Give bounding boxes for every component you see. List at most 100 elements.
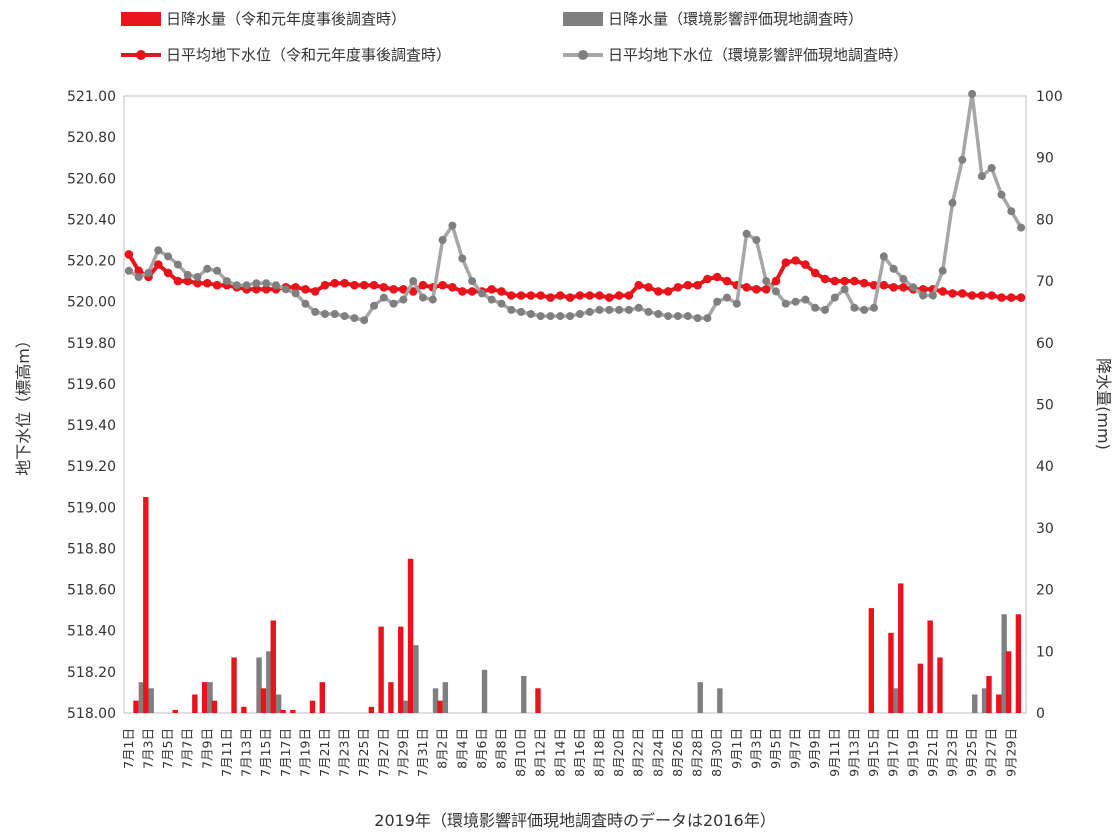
- groundwater-2019-point: [879, 280, 889, 290]
- rain-bar-2016: [697, 682, 703, 713]
- groundwater-2016-point: [399, 295, 408, 304]
- groundwater-2019-point: [458, 287, 467, 296]
- groundwater-2016-point: [673, 312, 682, 321]
- groundwater-2019-point: [399, 285, 408, 294]
- x-tick-label: 8月30日: [709, 728, 724, 777]
- groundwater-2019-point: [448, 283, 457, 292]
- right-y-tick-label: 100: [1036, 89, 1063, 105]
- x-tick-label: 7月13日: [239, 728, 254, 777]
- rain-bar-2019: [898, 583, 904, 713]
- legend-label-gw-2019: 日平均地下水位（令和元年度事後調査時）: [166, 46, 451, 64]
- x-axis: 7月1日 7月3日 7月5日 7月7日 7月9日 7月11日 7月13日 7月15日 7月17日…: [121, 728, 1018, 777]
- left-y-tick-label: 520.20: [67, 254, 116, 270]
- groundwater-2016-point: [634, 303, 643, 312]
- x-tick-label: 7月15日: [258, 728, 273, 777]
- rain-bar-2016: [717, 688, 723, 713]
- rain-bar-2019: [398, 626, 404, 713]
- groundwater-2016-point: [487, 295, 496, 304]
- groundwater-2019-point: [997, 293, 1006, 302]
- rain-bar-2019: [378, 626, 384, 713]
- groundwater-2019-point: [624, 291, 634, 300]
- rain-bar-2016: [442, 682, 449, 713]
- groundwater-2016-point: [742, 229, 751, 238]
- groundwater-2019-point: [301, 285, 310, 294]
- x-tick-label: 8月2日: [435, 728, 450, 769]
- groundwater-2019-point: [340, 278, 349, 288]
- left-y-tick-label: 520.00: [67, 295, 116, 311]
- x-tick-label: 7月11日: [219, 728, 234, 777]
- rain-bar-2016: [893, 688, 900, 713]
- groundwater-2016-point: [222, 277, 231, 286]
- x-tick-label: 7月27日: [376, 728, 391, 777]
- groundwater-2019-point: [693, 280, 702, 290]
- groundwater-2016-point: [977, 172, 986, 181]
- x-tick-label: 9月17日: [886, 728, 901, 777]
- groundwater-2016-point: [252, 279, 261, 288]
- x-tick-label: 8月18日: [592, 728, 607, 777]
- x-tick-label: 7月29日: [395, 728, 410, 777]
- right-y-tick-label: 90: [1036, 151, 1054, 167]
- groundwater-2019-point: [820, 274, 830, 284]
- legend-label-rain-2019: 日降水量（令和元年度事後調査時）: [166, 10, 406, 28]
- rain-bar-2019: [996, 694, 1002, 713]
- groundwater-2019-point: [154, 260, 163, 269]
- groundwater-2019-point: [193, 278, 202, 288]
- x-tick-label: 9月7日: [788, 728, 803, 769]
- groundwater-2016-point: [615, 305, 624, 314]
- groundwater-2016-point: [507, 305, 516, 314]
- groundwater-2016-point: [1017, 223, 1026, 232]
- groundwater-2019-point: [703, 274, 712, 284]
- x-tick-label: 7月25日: [356, 728, 371, 777]
- x-tick-label: 9月3日: [748, 728, 763, 769]
- groundwater-2019-point: [556, 291, 565, 300]
- groundwater-2016-point: [213, 266, 222, 275]
- x-tick-label: 9月15日: [866, 728, 881, 777]
- groundwater-2016-point: [732, 299, 741, 308]
- left-y-tick-label: 518.20: [67, 665, 116, 681]
- groundwater-2019-point: [634, 280, 643, 290]
- groundwater-2016-point: [1007, 207, 1016, 216]
- rain-bar-2019: [888, 632, 894, 713]
- groundwater-2019-point: [899, 283, 908, 292]
- groundwater-2019-point: [742, 283, 751, 292]
- x-tick-label: 9月23日: [944, 728, 959, 777]
- groundwater-2019-point: [850, 276, 859, 286]
- right-y-tick-label: 40: [1036, 459, 1054, 475]
- groundwater-2016-point: [556, 312, 565, 321]
- x-tick-label: 9月19日: [905, 728, 920, 777]
- groundwater-2016-point: [468, 277, 477, 286]
- x-tick-label: 9月25日: [964, 728, 979, 777]
- left-y-tick-label: 519.80: [67, 336, 116, 352]
- rain-bar-2019: [1015, 614, 1022, 713]
- groundwater-2019-point: [467, 287, 477, 296]
- groundwater-2016-point: [291, 289, 300, 298]
- rain-bar-2016: [521, 675, 527, 713]
- left-y-tick-label: 519.60: [67, 377, 116, 393]
- x-tick-label: 9月5日: [768, 728, 783, 769]
- groundwater-2016-point: [870, 303, 878, 312]
- x-tick-label: 7月7日: [180, 728, 195, 769]
- groundwater-2019-point: [801, 260, 810, 269]
- rain-bar-2016: [207, 682, 213, 713]
- groundwater-2016-point: [311, 307, 320, 316]
- groundwater-2016-point: [419, 293, 427, 302]
- groundwater-2016-point: [772, 287, 780, 296]
- x-tick-label: 9月27日: [984, 728, 999, 777]
- groundwater-2016-point: [438, 236, 447, 244]
- groundwater-2019-point: [771, 276, 781, 286]
- groundwater-2019-point: [134, 266, 143, 276]
- legend-marker-gw-2019: [136, 50, 146, 60]
- groundwater-2016-point: [144, 268, 153, 277]
- groundwater-2016-point: [389, 299, 398, 308]
- rain-bar-2016: [138, 682, 145, 713]
- groundwater-2019-point: [781, 258, 791, 267]
- x-axis-title: 2019年（環境影響評価現地調査時のデータは2016年）: [374, 811, 775, 830]
- rain-bar-2016: [413, 645, 419, 713]
- right-axis-title: 降水量(mm): [1094, 358, 1113, 450]
- rain-bar-2019: [172, 709, 178, 713]
- groundwater-2016-point: [723, 293, 731, 302]
- groundwater-2019-point: [212, 280, 222, 290]
- x-tick-label: 7月23日: [337, 728, 352, 777]
- groundwater-2016-point: [566, 312, 575, 321]
- groundwater-2016-point: [811, 303, 820, 312]
